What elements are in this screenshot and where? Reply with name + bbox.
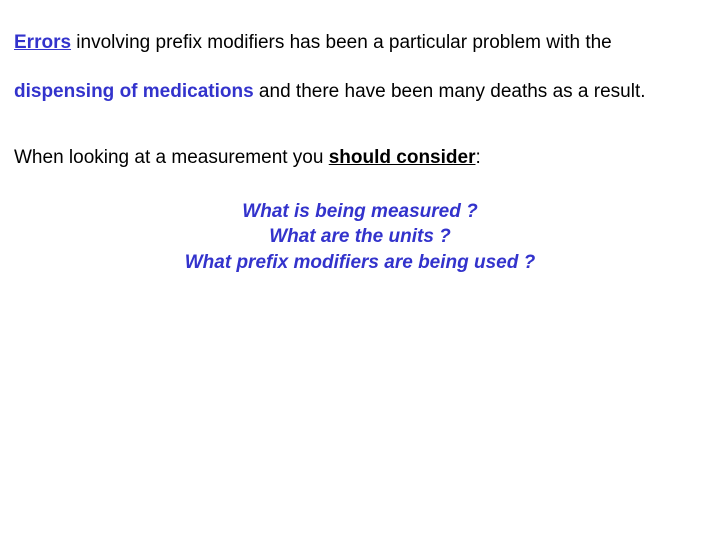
highlight-dispensing: dispensing of medications: [14, 81, 254, 102]
question-2: What are the units ?: [14, 224, 706, 250]
slide: Errors involving prefix modifiers has be…: [0, 0, 720, 540]
question-1: What is being measured ?: [14, 199, 706, 225]
text-seg-2a: When looking at a measurement you: [14, 147, 329, 168]
paragraph-1: Errors involving prefix modifiers has be…: [14, 18, 706, 117]
question-block: What is being measured ? What are the un…: [14, 199, 706, 276]
highlight-consider: should consider: [329, 147, 476, 168]
text-seg-1a: involving prefix modifiers has been a pa…: [71, 32, 612, 53]
highlight-errors: Errors: [14, 32, 71, 53]
text-seg-1b: and there have been many deaths as a res…: [254, 81, 646, 102]
text-seg-2b: :: [475, 147, 480, 168]
question-3: What prefix modifiers are being used ?: [14, 250, 706, 276]
paragraph-2: When looking at a measurement you should…: [14, 147, 706, 169]
